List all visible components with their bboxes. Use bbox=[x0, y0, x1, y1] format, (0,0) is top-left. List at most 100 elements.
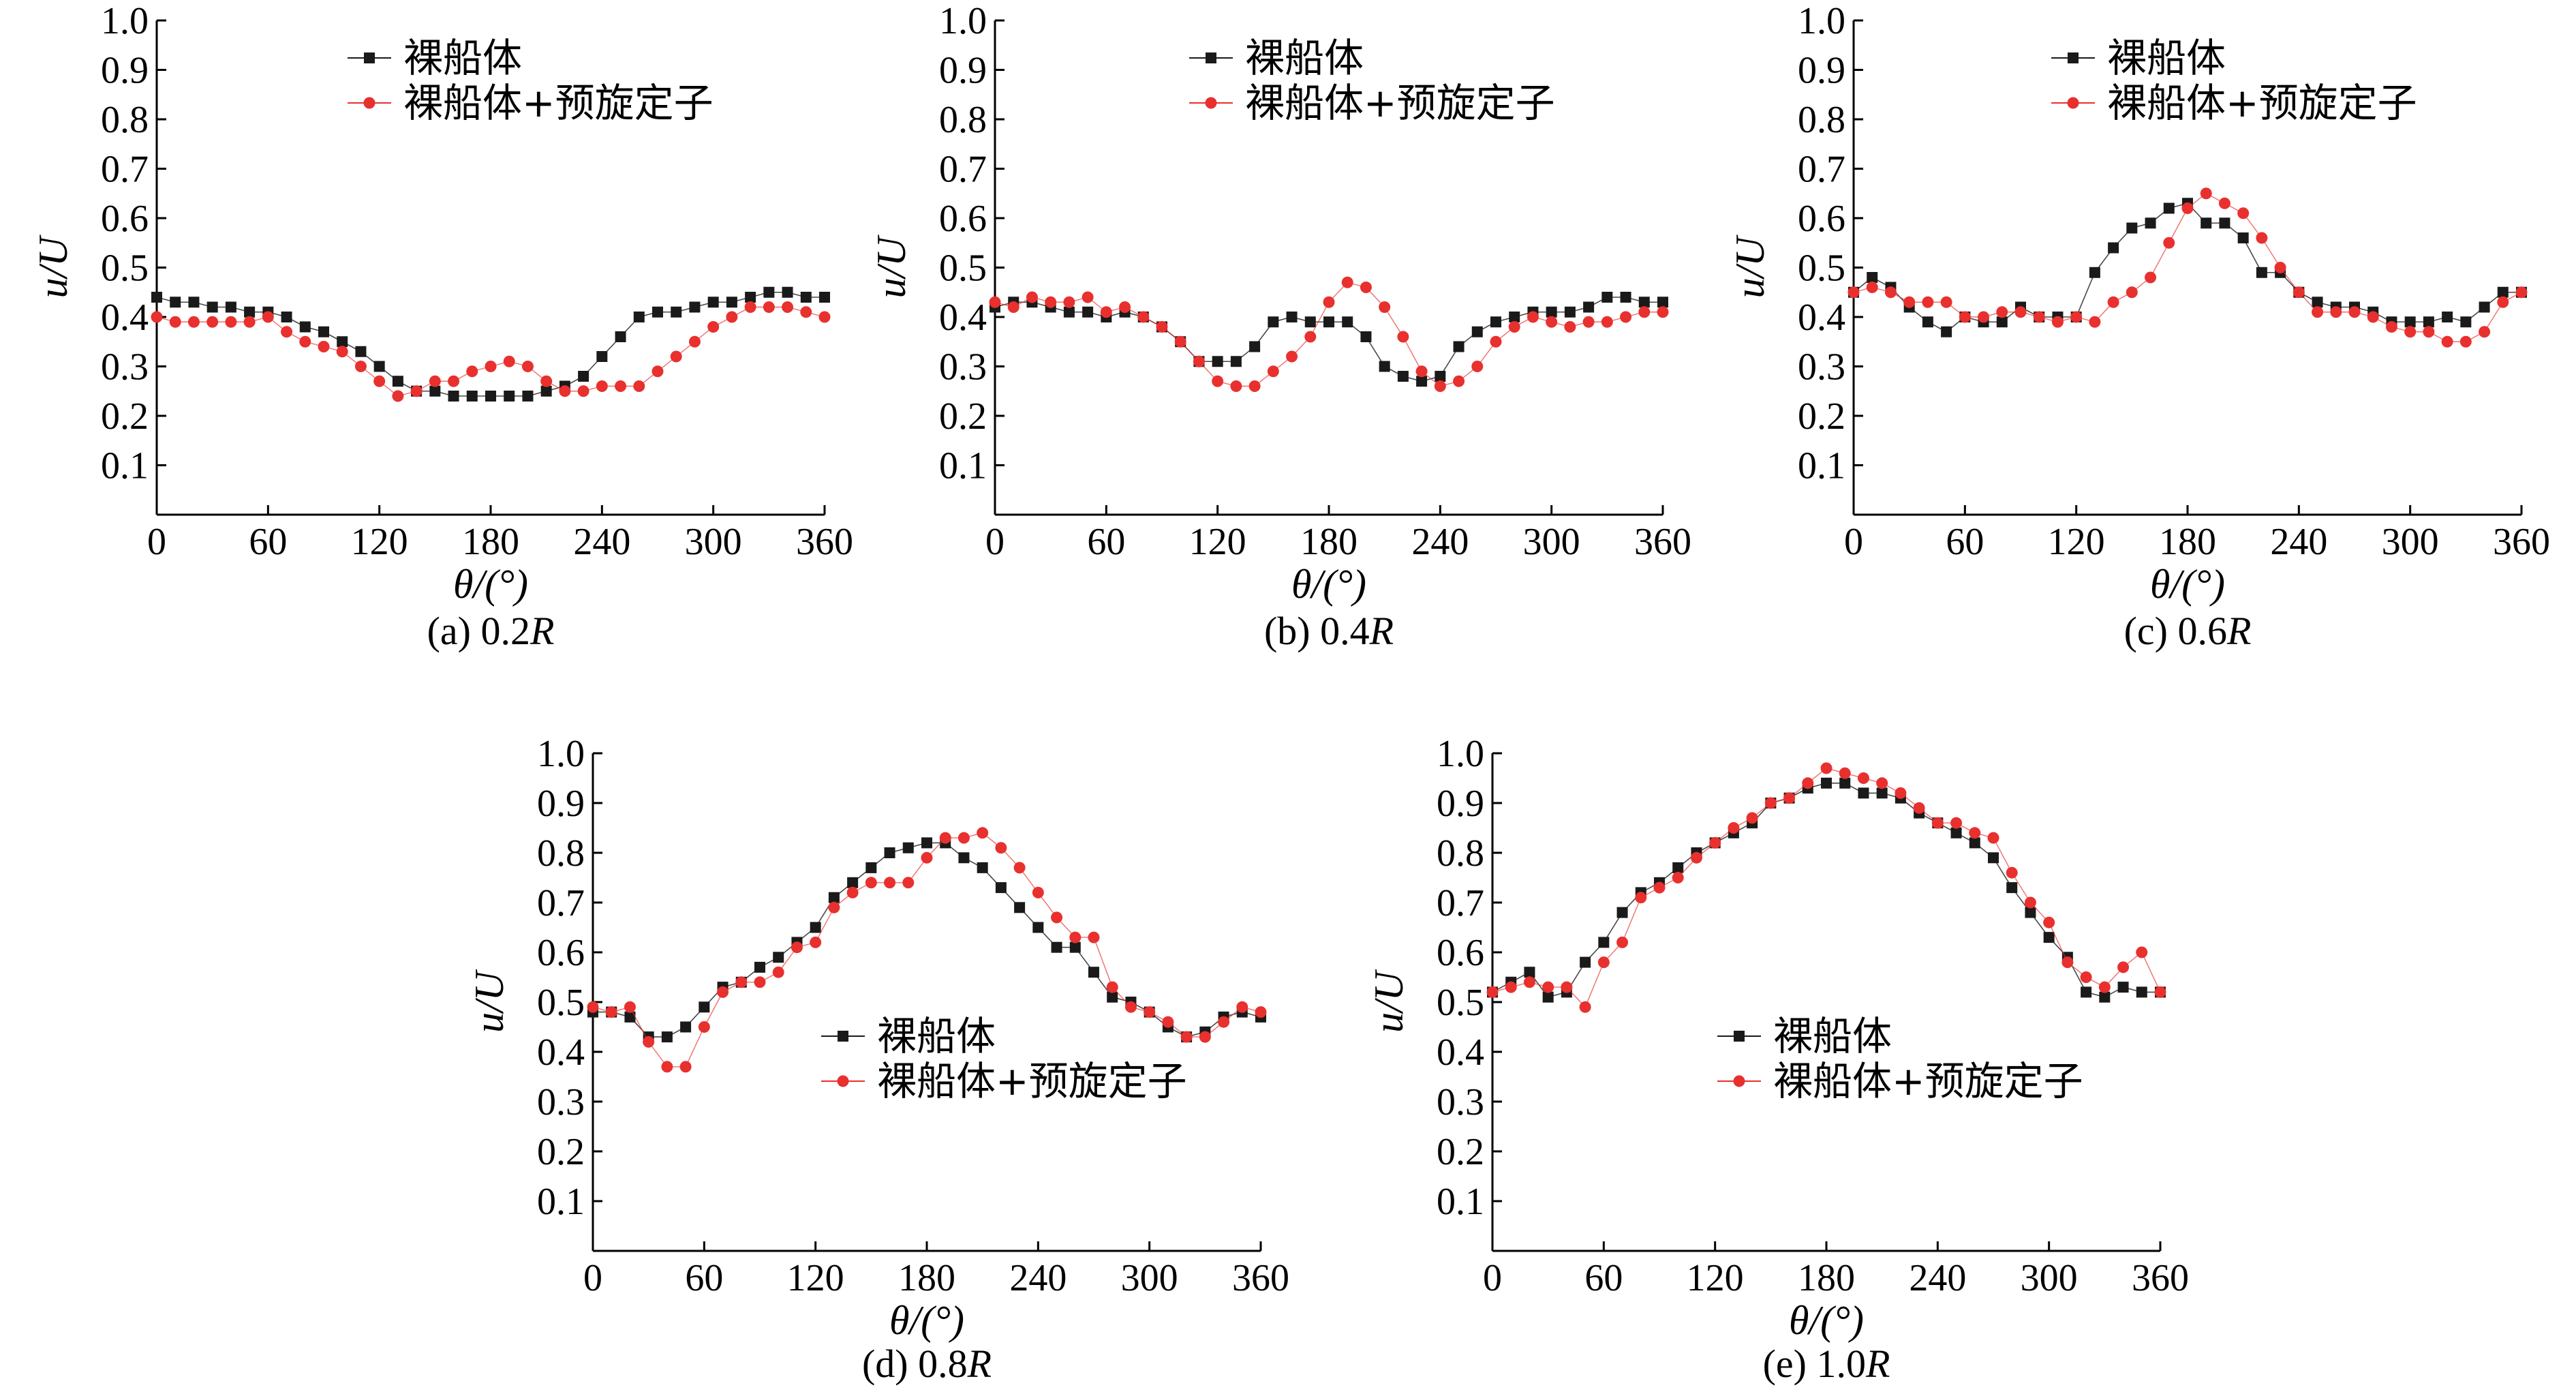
data-point-hull-with-stator bbox=[1564, 321, 1576, 333]
data-point-hull-with-stator bbox=[1542, 981, 1554, 993]
data-point-hull-with-stator bbox=[1672, 872, 1684, 883]
data-point-bare-hull bbox=[1379, 361, 1390, 372]
y-tick-label: 0.2 bbox=[1798, 395, 1845, 438]
data-point-bare-hull bbox=[1876, 787, 1888, 799]
data-point-hull-with-stator bbox=[187, 316, 200, 328]
data-point-bare-hull bbox=[671, 306, 682, 318]
y-tick-label: 0.8 bbox=[1798, 99, 1845, 141]
x-tick-label: 360 bbox=[1232, 1257, 1289, 1299]
data-point-hull-with-stator bbox=[1903, 296, 1916, 308]
data-point-bare-hull bbox=[819, 292, 830, 303]
y-tick-label: 0.4 bbox=[537, 1031, 585, 1074]
data-point-bare-hull bbox=[1416, 376, 1428, 387]
y-tick-label: 0.1 bbox=[1437, 1181, 1484, 1223]
x-tick-label: 300 bbox=[2021, 1257, 2078, 1299]
data-point-hull-with-stator bbox=[902, 877, 915, 889]
data-point-hull-with-stator bbox=[2061, 956, 2074, 969]
data-point-hull-with-stator bbox=[1180, 1031, 1193, 1043]
data-point-hull-with-stator bbox=[828, 901, 840, 913]
data-point-bare-hull bbox=[1969, 837, 1980, 849]
data-point-hull-with-stator bbox=[1857, 772, 1869, 784]
data-point-bare-hull bbox=[1524, 967, 1535, 978]
data-point-hull-with-stator bbox=[1657, 306, 1669, 318]
data-point-hull-with-stator bbox=[651, 365, 664, 378]
y-tick-label: 0.8 bbox=[939, 99, 987, 141]
data-point-hull-with-stator bbox=[1323, 296, 1335, 308]
legend-marker bbox=[1205, 97, 1217, 109]
data-point-hull-with-stator bbox=[225, 316, 237, 328]
y-tick-label: 1.0 bbox=[537, 733, 585, 775]
data-point-bare-hull bbox=[1598, 937, 1610, 948]
data-point-hull-with-stator bbox=[2154, 986, 2166, 998]
data-point-hull-with-stator bbox=[670, 350, 682, 363]
y-tick-label: 0.7 bbox=[537, 882, 585, 924]
data-point-bare-hull bbox=[763, 286, 775, 298]
data-point-bare-hull bbox=[1867, 272, 1878, 283]
data-point-hull-with-stator bbox=[2348, 306, 2361, 318]
data-point-hull-with-stator bbox=[1453, 375, 1465, 387]
data-point-bare-hull bbox=[373, 361, 385, 372]
x-tick-label: 60 bbox=[1946, 521, 1984, 563]
data-point-bare-hull bbox=[847, 877, 859, 888]
data-point-hull-with-stator bbox=[1987, 832, 1999, 844]
data-point-bare-hull bbox=[707, 297, 719, 308]
data-point-hull-with-stator bbox=[1746, 812, 1758, 824]
caption-suffix: R bbox=[1865, 1342, 1890, 1386]
data-point-hull-with-stator bbox=[1013, 862, 1026, 874]
y-tick-label: 0.2 bbox=[101, 395, 149, 438]
data-point-hull-with-stator bbox=[521, 361, 534, 372]
data-point-bare-hull bbox=[754, 961, 765, 973]
data-point-hull-with-stator bbox=[605, 1006, 617, 1018]
data-point-bare-hull bbox=[429, 385, 441, 397]
data-point-hull-with-stator bbox=[2024, 896, 2036, 909]
panel-caption: (d) 0.8R bbox=[862, 1342, 992, 1386]
data-point-hull-with-stator bbox=[2070, 311, 2083, 323]
series-line-hull-with-stator bbox=[156, 306, 825, 397]
legend-label: 裸船体 bbox=[1245, 35, 1364, 81]
data-point-bare-hull bbox=[745, 292, 756, 303]
data-point-hull-with-stator bbox=[2006, 866, 2018, 879]
data-point-bare-hull bbox=[1014, 902, 1026, 913]
chart-panel-e: 0 60 120 180 240 300 360 0.1 0.2 0.3 0.4 0.5 0.6 0.7 0… bbox=[1366, 733, 2189, 1386]
series-line-bare-hull bbox=[1853, 202, 2521, 333]
data-point-bare-hull bbox=[958, 852, 970, 864]
data-point-hull-with-stator bbox=[392, 390, 404, 402]
data-point-hull-with-stator bbox=[754, 976, 766, 988]
series-line-bare-hull bbox=[593, 842, 1261, 1038]
data-point-bare-hull bbox=[1988, 852, 1999, 864]
data-point-hull-with-stator bbox=[1764, 797, 1777, 809]
y-tick-label: 0.6 bbox=[537, 932, 585, 974]
legend-label: 裸船体+预旋定子 bbox=[403, 80, 714, 126]
data-point-hull-with-stator bbox=[1119, 301, 1131, 313]
y-tick-label: 0.3 bbox=[1798, 346, 1845, 389]
y-tick-label: 0.7 bbox=[1798, 149, 1845, 191]
x-tick-label: 120 bbox=[1687, 1257, 1744, 1299]
legend-marker bbox=[2067, 97, 2079, 109]
data-point-hull-with-stator bbox=[1802, 777, 1814, 789]
data-point-hull-with-stator bbox=[485, 361, 497, 372]
data-point-hull-with-stator bbox=[726, 311, 738, 323]
data-point-hull-with-stator bbox=[1690, 851, 1702, 864]
data-point-bare-hull bbox=[1672, 862, 1684, 873]
caption-suffix: R bbox=[1369, 609, 1394, 653]
caption-prefix: (e) 1.0 bbox=[1763, 1342, 1866, 1386]
data-point-hull-with-stator bbox=[772, 966, 784, 978]
caption-prefix: (b) 0.4 bbox=[1264, 609, 1370, 653]
data-point-hull-with-stator bbox=[2051, 316, 2064, 328]
data-point-bare-hull bbox=[1996, 316, 2008, 328]
legend-label: 裸船体 bbox=[403, 35, 522, 81]
data-point-hull-with-stator bbox=[1847, 286, 1860, 299]
data-point-bare-hull bbox=[633, 312, 645, 322]
data-point-bare-hull bbox=[1082, 306, 1094, 318]
data-point-bare-hull bbox=[1249, 341, 1261, 352]
data-point-hull-with-stator bbox=[1415, 365, 1428, 378]
series-line-bare-hull bbox=[1492, 783, 2160, 998]
data-point-bare-hull bbox=[689, 301, 701, 313]
x-tick-label: 300 bbox=[685, 521, 742, 563]
data-point-hull-with-stator bbox=[1616, 936, 1629, 948]
data-point-bare-hull bbox=[244, 306, 256, 318]
x-tick-label: 60 bbox=[1087, 521, 1125, 563]
data-point-hull-with-stator bbox=[989, 296, 1001, 308]
data-point-hull-with-stator bbox=[2274, 262, 2286, 273]
